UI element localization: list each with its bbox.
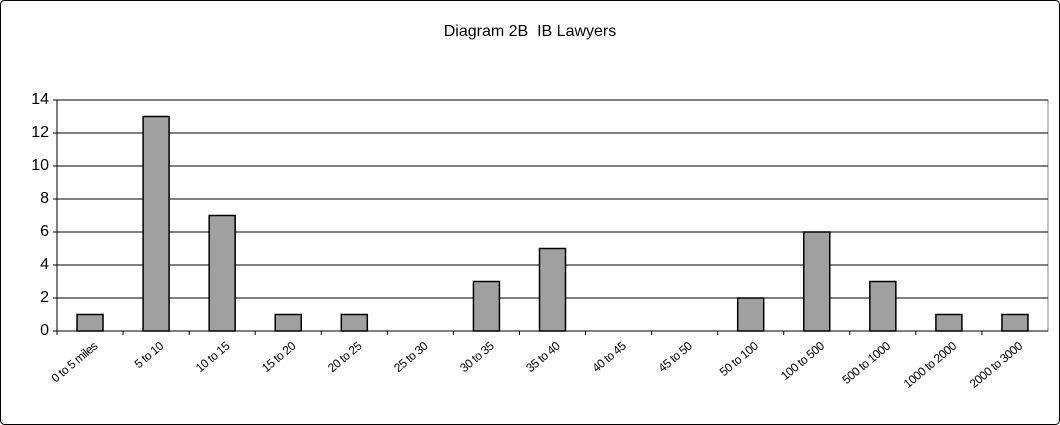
bar — [869, 280, 897, 332]
bar — [142, 115, 170, 332]
bar — [736, 297, 765, 332]
bar — [274, 313, 302, 332]
bar — [472, 280, 501, 332]
y-tick-label: 0 — [40, 322, 49, 339]
bar — [340, 313, 369, 332]
bar — [76, 313, 104, 332]
bar — [538, 247, 567, 332]
y-tick-label: 10 — [31, 157, 49, 174]
chart-title: Diagram 2B IB Lawyers — [444, 23, 617, 40]
y-tick-label: 8 — [40, 190, 49, 207]
y-tick-label: 2 — [40, 289, 49, 306]
y-tick-label: 14 — [31, 91, 49, 108]
bar — [208, 214, 236, 332]
y-tick-label: 12 — [31, 124, 49, 141]
bar — [935, 313, 963, 332]
bar — [803, 231, 831, 332]
y-tick-label: 6 — [40, 223, 49, 240]
bar — [1001, 313, 1029, 332]
y-tick-label: 4 — [40, 256, 49, 273]
